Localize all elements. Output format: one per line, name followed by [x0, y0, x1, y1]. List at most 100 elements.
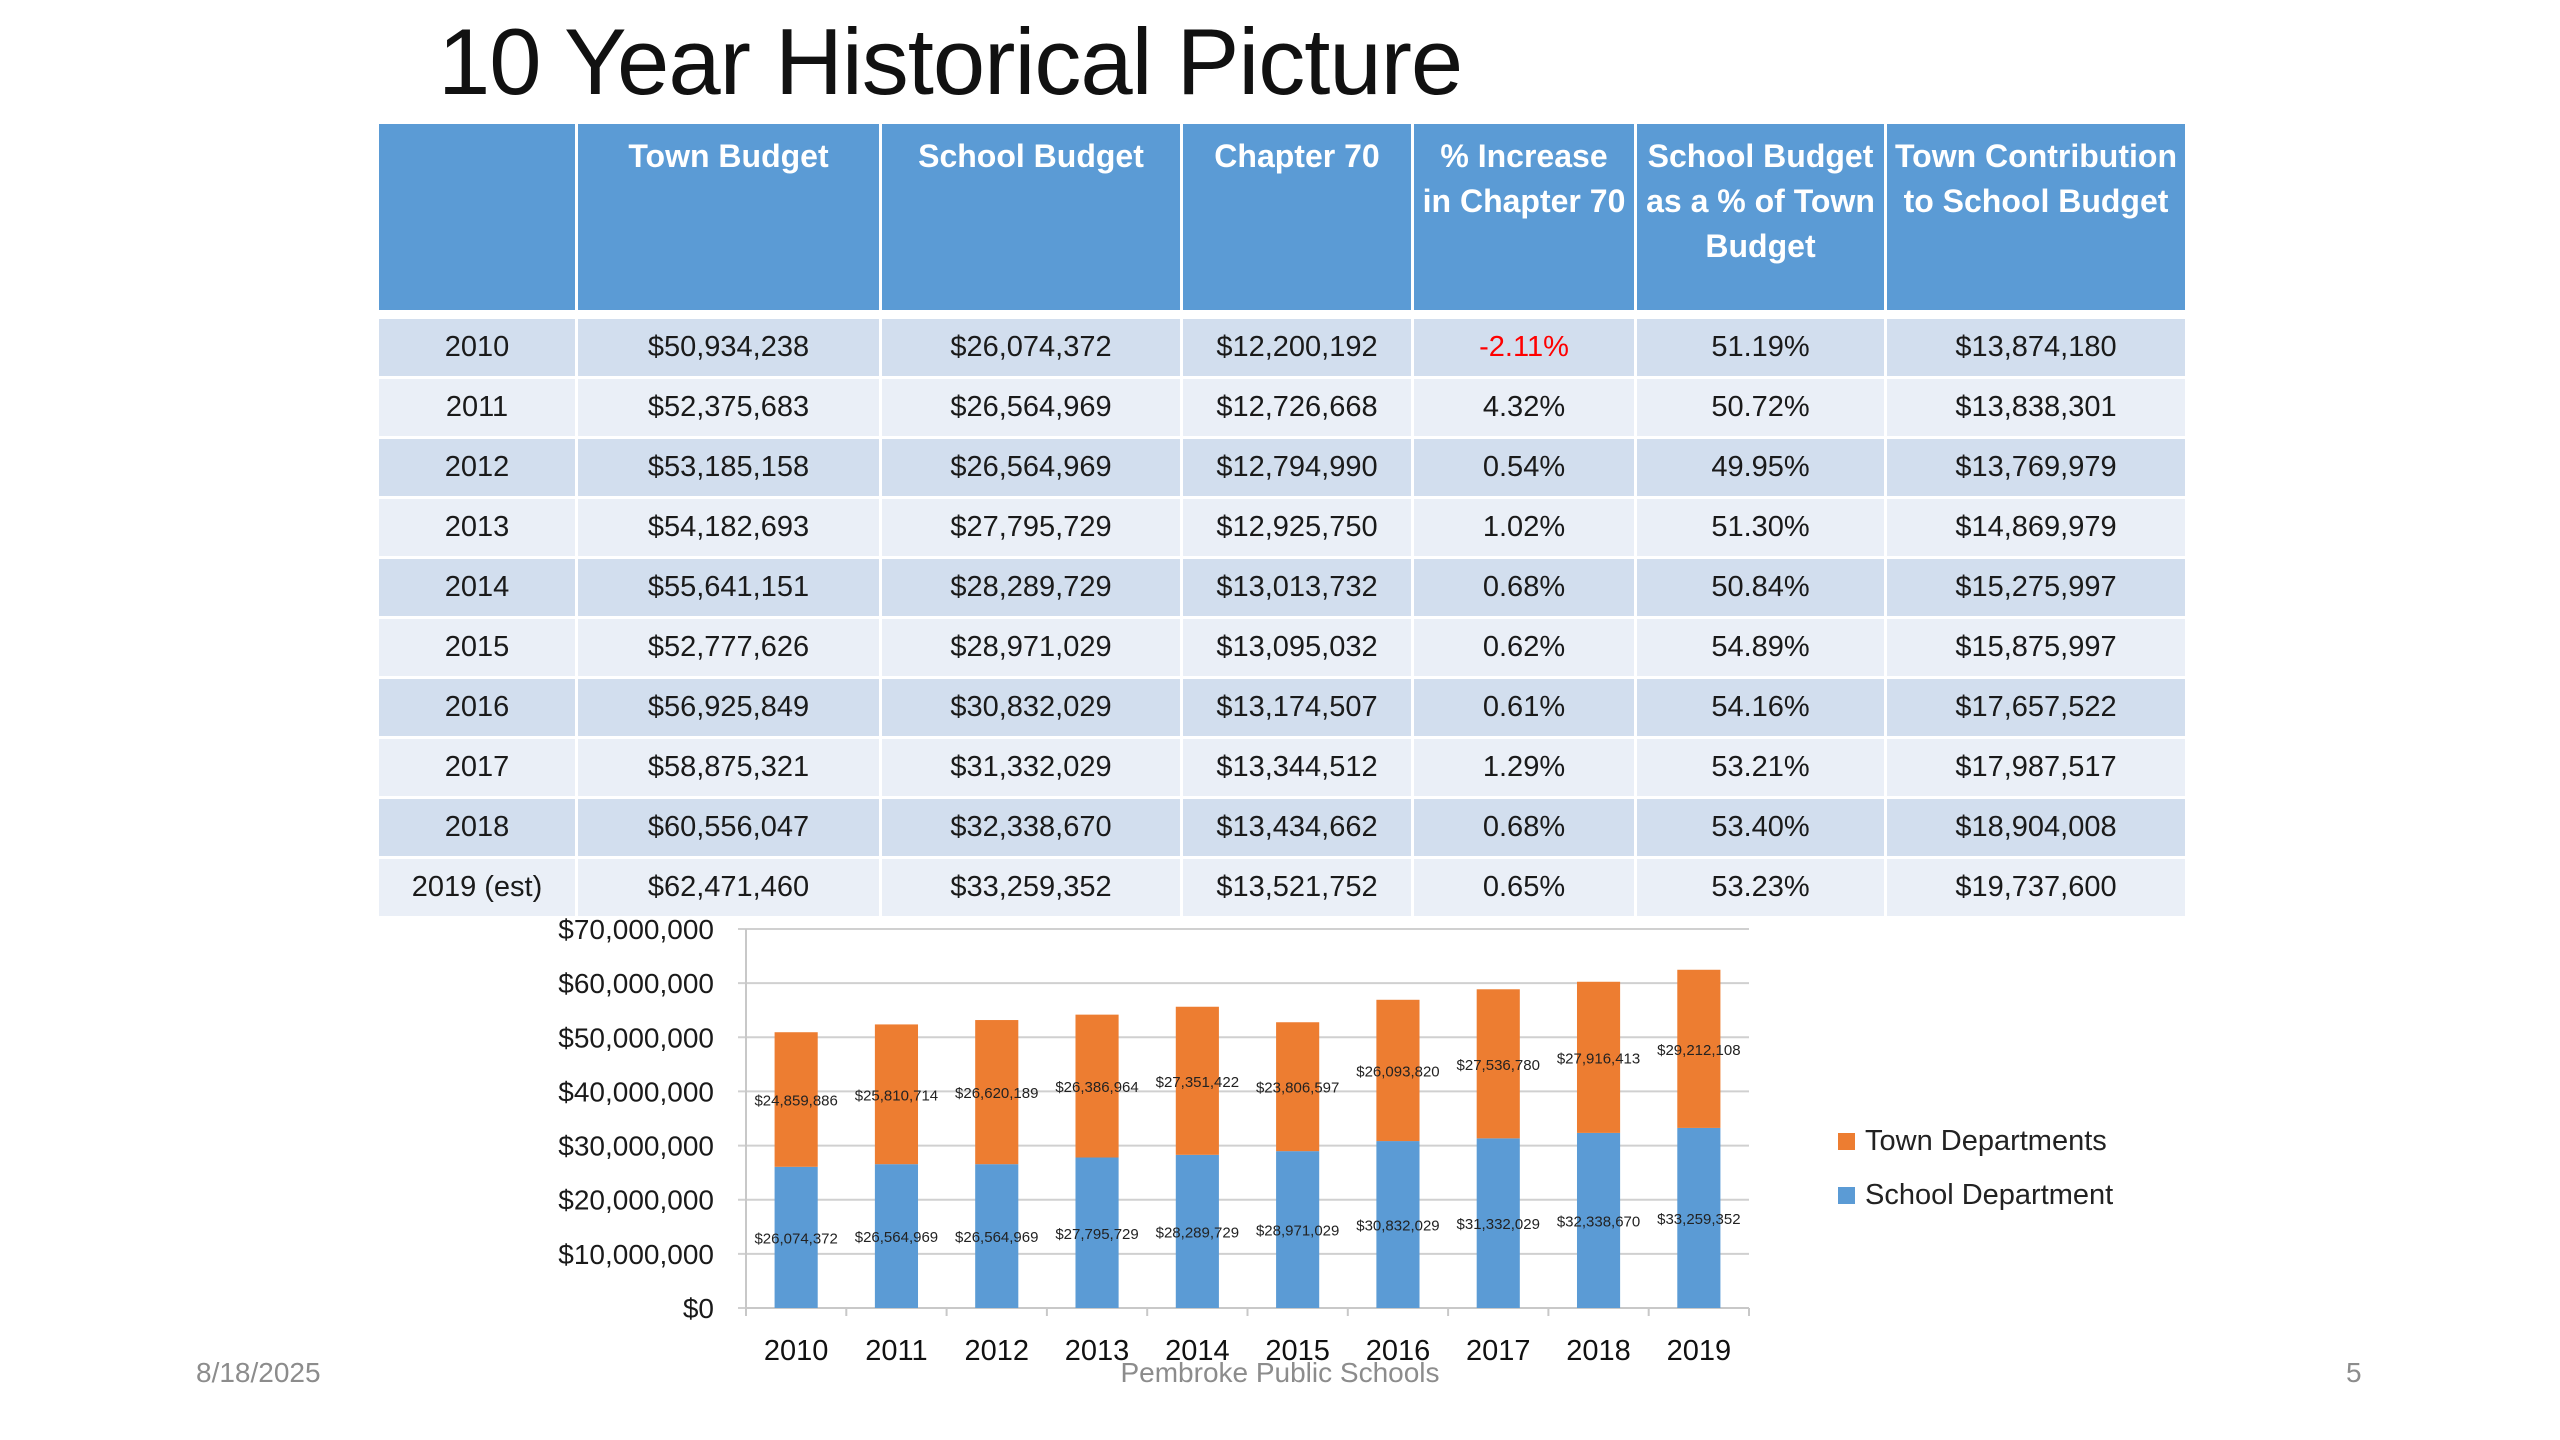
- bar-town-2014: [1175, 1006, 1219, 1155]
- cell-chapter-70: $13,434,662: [1183, 796, 1411, 856]
- cell-school-budget: $30,832,029: [882, 676, 1180, 736]
- cell-school-budget: $31,332,029: [882, 736, 1180, 796]
- cell-chapter-70: $12,925,750: [1183, 496, 1411, 556]
- data-label-school: $30,832,029: [1356, 1218, 1439, 1235]
- cell-year: 2011: [379, 376, 575, 436]
- table-header-row: Town Budget School Budget Chapter 70 % I…: [379, 124, 2185, 316]
- cell-chapter-70: $13,174,507: [1183, 676, 1411, 736]
- table-row: 2019 (est) $62,471,460 $33,259,352 $13,521,…: [379, 856, 2185, 916]
- bar-school-2012: [975, 1164, 1019, 1308]
- bar-school-2015: [1276, 1151, 1320, 1308]
- cell-town-contribution: $18,904,008: [1887, 796, 2185, 856]
- cell-school-budget: $28,971,029: [882, 616, 1180, 676]
- table-row: 2012 $53,185,158 $26,564,969 $12,794,990 0.5…: [379, 436, 2185, 496]
- data-label-town: $26,386,964: [1055, 1079, 1138, 1096]
- cell-town-budget: $62,471,460: [578, 856, 879, 916]
- data-label-town: $23,806,597: [1256, 1080, 1339, 1097]
- header-school-budget: School Budget: [882, 124, 1180, 316]
- data-label-town: $25,810,714: [855, 1087, 938, 1104]
- cell-pct-increase: 0.62%: [1414, 616, 1634, 676]
- cell-pct-increase: 0.65%: [1414, 856, 1634, 916]
- cell-chapter-70: $13,521,752: [1183, 856, 1411, 916]
- table-row: 2013 $54,182,693 $27,795,729 $12,925,750 1.0…: [379, 496, 2185, 556]
- data-label-town: $24,859,886: [754, 1093, 837, 1110]
- legend-label-school: School Department: [1865, 1178, 2114, 1211]
- cell-school-pct: 50.84%: [1637, 556, 1884, 616]
- cell-town-budget: $52,777,626: [578, 616, 879, 676]
- table-row: 2014 $55,641,151 $28,289,729 $13,013,732 0.6…: [379, 556, 2185, 616]
- cell-town-budget: $56,925,849: [578, 676, 879, 736]
- legend-item-town: Town Departments: [1838, 1114, 2113, 1168]
- table-row: 2016 $56,925,849 $30,832,029 $13,174,507 0.6…: [379, 676, 2185, 736]
- y-tick-label: $40,000,000: [558, 1076, 714, 1107]
- y-tick-label: $60,000,000: [558, 968, 714, 999]
- cell-town-contribution: $15,275,997: [1887, 556, 2185, 616]
- data-label-town: $27,351,422: [1156, 1074, 1239, 1091]
- header-pct-increase-chapter-70: % Increase in Chapter 70: [1414, 124, 1634, 316]
- data-label-town: $29,212,108: [1657, 1042, 1740, 1059]
- bar-school-2014: [1175, 1154, 1219, 1308]
- y-tick-label: $0: [683, 1293, 714, 1324]
- y-tick-label: $70,000,000: [558, 914, 714, 945]
- cell-town-budget: $54,182,693: [578, 496, 879, 556]
- cell-school-budget: $27,795,729: [882, 496, 1180, 556]
- header-town-contribution: Town Contribution to School Budget: [1887, 124, 2185, 316]
- cell-school-pct: 49.95%: [1637, 436, 1884, 496]
- x-tick-label: 2017: [1466, 1335, 1531, 1367]
- cell-school-pct: 53.21%: [1637, 736, 1884, 796]
- data-label-school: $32,338,670: [1557, 1213, 1640, 1230]
- y-tick-label: $50,000,000: [558, 1022, 714, 1053]
- y-tick-label: $30,000,000: [558, 1131, 714, 1162]
- bar-school-2018: [1576, 1132, 1621, 1308]
- cell-school-pct: 50.72%: [1637, 376, 1884, 436]
- x-tick-label: 2018: [1566, 1335, 1631, 1367]
- cell-school-budget: $26,564,969: [882, 436, 1180, 496]
- y-tick-label: $20,000,000: [558, 1185, 714, 1216]
- data-label-town: $26,093,820: [1356, 1063, 1439, 1080]
- data-label-school: $26,564,969: [955, 1229, 1038, 1246]
- header-chapter-70: Chapter 70: [1183, 124, 1411, 316]
- cell-town-contribution: $13,874,180: [1887, 316, 2185, 376]
- cell-pct-increase: 4.32%: [1414, 376, 1634, 436]
- cell-pct-increase: 1.02%: [1414, 496, 1634, 556]
- cell-year: 2017: [379, 736, 575, 796]
- cell-school-budget: $26,564,969: [882, 376, 1180, 436]
- legend-swatch-town: [1838, 1132, 1855, 1150]
- cell-year: 2013: [379, 496, 575, 556]
- slide-title: 10 Year Historical Picture: [438, 9, 1463, 114]
- chart-legend: Town Departments School Department: [1838, 1114, 2113, 1222]
- cell-school-pct: 51.30%: [1637, 496, 1884, 556]
- data-label-school: $26,564,969: [855, 1229, 938, 1246]
- bar-town-2016: [1376, 999, 1420, 1142]
- historical-budget-table: Town Budget School Budget Chapter 70 % I…: [376, 124, 2188, 916]
- bar-school-2017: [1476, 1138, 1520, 1308]
- cell-town-contribution: $17,987,517: [1887, 736, 2185, 796]
- cell-year: 2019 (est): [379, 856, 575, 916]
- cell-town-contribution: $13,769,979: [1887, 436, 2185, 496]
- data-label-school: $28,289,729: [1156, 1224, 1239, 1241]
- cell-chapter-70: $12,794,990: [1183, 436, 1411, 496]
- data-label-school: $31,332,029: [1457, 1216, 1540, 1233]
- cell-town-budget: $60,556,047: [578, 796, 879, 856]
- cell-school-budget: $26,074,372: [882, 316, 1180, 376]
- table-row: 2018 $60,556,047 $32,338,670 $13,434,662 0.6…: [379, 796, 2185, 856]
- cell-chapter-70: $12,726,668: [1183, 376, 1411, 436]
- page-number: 5: [2346, 1357, 2362, 1388]
- footer-date: 8/18/2025: [196, 1357, 321, 1388]
- x-tick-label: 2011: [865, 1335, 927, 1367]
- cell-town-budget: $50,934,238: [578, 316, 879, 376]
- bar-town-2011: [874, 1024, 919, 1165]
- data-label-town: $26,620,189: [955, 1085, 1038, 1102]
- x-tick-label: 2019: [1667, 1335, 1732, 1367]
- cell-pct-increase: -2.11%: [1414, 316, 1634, 376]
- cell-year: 2015: [379, 616, 575, 676]
- cell-pct-increase: 1.29%: [1414, 736, 1634, 796]
- bar-school-2013: [1075, 1157, 1119, 1308]
- data-label-school: $33,259,352: [1657, 1211, 1740, 1228]
- cell-school-pct: 54.89%: [1637, 616, 1884, 676]
- cell-school-budget: $28,289,729: [882, 556, 1180, 616]
- bar-school-2011: [874, 1164, 919, 1308]
- bar-town-2019: [1677, 969, 1721, 1128]
- bar-town-2012: [975, 1020, 1019, 1165]
- cell-town-contribution: $14,869,979: [1887, 496, 2185, 556]
